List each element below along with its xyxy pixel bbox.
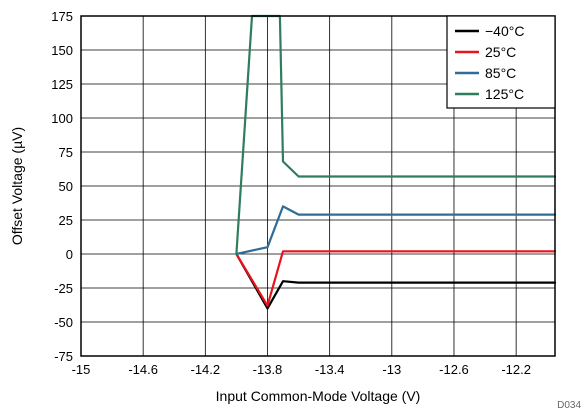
legend-label: −40°C bbox=[485, 23, 524, 39]
series-line-2 bbox=[235, 205, 557, 256]
legend-label: 25°C bbox=[485, 44, 516, 60]
x-tick-label: -12.2 bbox=[501, 362, 531, 377]
plot-frame bbox=[80, 15, 556, 357]
legend-label: 125°C bbox=[485, 86, 524, 102]
x-tick-label: -14.2 bbox=[191, 362, 221, 377]
y-tick-label: 25 bbox=[59, 213, 73, 228]
y-tick-label: 0 bbox=[66, 247, 73, 262]
tick-labels: -15 -14.6 -14.2 -13.8 -13.4 -13 -12.6 -12.2 175 1… bbox=[51, 9, 531, 377]
y-tick-label: 150 bbox=[51, 43, 73, 58]
series-line-0 bbox=[235, 252, 557, 310]
y-tick-label: 75 bbox=[59, 145, 73, 160]
y-tick-label: 175 bbox=[51, 9, 73, 24]
legend: −40°C 25°C 85°C 125°C bbox=[446, 15, 556, 109]
grid-lines bbox=[80, 15, 555, 357]
series-line-1 bbox=[235, 250, 557, 307]
series-lines bbox=[235, 14, 557, 310]
x-tick-label: -13 bbox=[382, 362, 401, 377]
y-tick-label: 50 bbox=[59, 179, 73, 194]
y-axis-title: Offset Voltage (µV) bbox=[9, 127, 25, 245]
y-tick-label: 125 bbox=[51, 77, 73, 92]
y-tick-label: -50 bbox=[54, 315, 73, 330]
y-tick-label: -75 bbox=[54, 349, 73, 364]
y-tick-label: 100 bbox=[51, 111, 73, 126]
y-tick-label: -25 bbox=[54, 281, 73, 296]
x-tick-label: -13.8 bbox=[253, 362, 283, 377]
x-tick-label: -14.6 bbox=[128, 362, 158, 377]
legend-label: 85°C bbox=[485, 65, 516, 81]
x-tick-label: -12.6 bbox=[439, 362, 469, 377]
x-tick-label: -15 bbox=[72, 362, 91, 377]
series-line-3 bbox=[235, 14, 557, 256]
x-axis-title: Input Common-Mode Voltage (V) bbox=[216, 388, 421, 404]
x-tick-label: -13.4 bbox=[315, 362, 345, 377]
figure-code: D034 bbox=[557, 400, 581, 411]
